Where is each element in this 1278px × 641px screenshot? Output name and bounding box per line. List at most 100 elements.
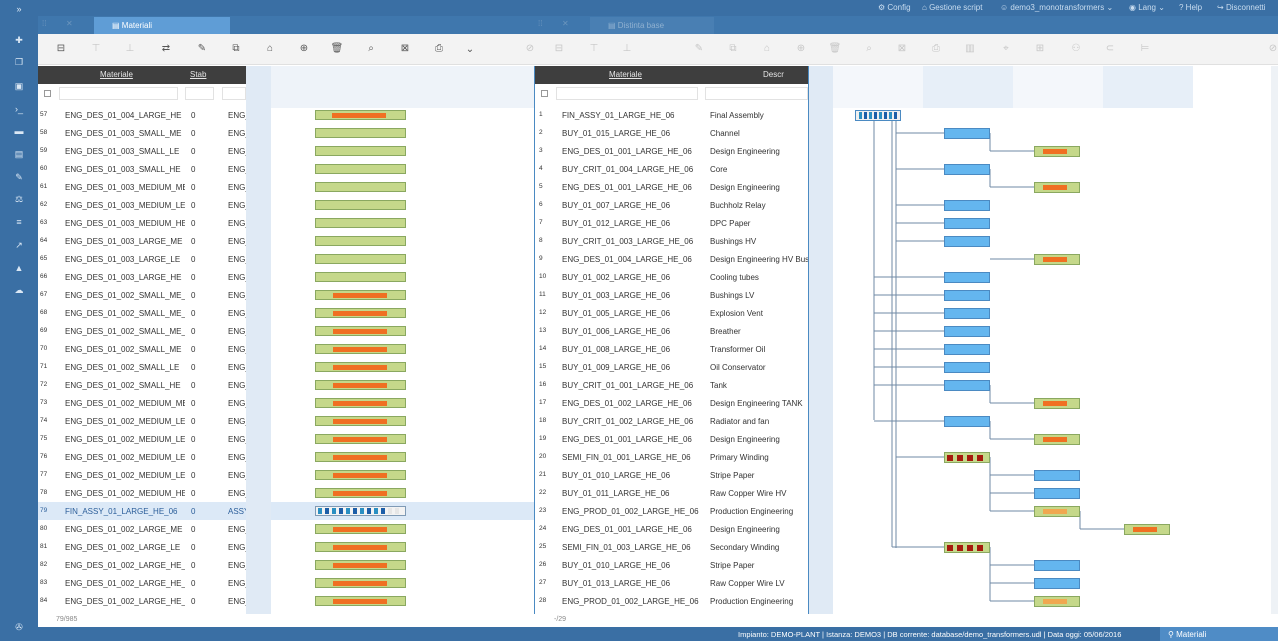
warning-icon[interactable]: ▲ — [14, 263, 24, 273]
materiale-filter-input-2[interactable] — [556, 87, 698, 100]
filter-clear-icon[interactable]: ⊥ — [125, 43, 135, 54]
material-timeline-bar[interactable] — [315, 128, 406, 138]
material-timeline-bar[interactable] — [315, 578, 406, 588]
bom-row[interactable]: 3 ENG_DES_01_001_LARGE_HE_06 Design Engine… — [535, 142, 808, 160]
gantt-node[interactable] — [944, 164, 990, 175]
gantt-root-node[interactable] — [855, 110, 901, 121]
add-record-icon[interactable]: ⊕ — [299, 43, 309, 54]
select-all-checkbox[interactable] — [44, 90, 51, 97]
filter-icon-2[interactable]: ⊤ — [589, 43, 599, 54]
gantt-node[interactable] — [944, 452, 990, 463]
bom-row[interactable]: 5 ENG_DES_01_001_LARGE_HE_06 Design Engine… — [535, 178, 808, 196]
add-record-icon-2[interactable]: ⊕ — [796, 43, 806, 54]
balance-icon[interactable]: ⚖ — [14, 193, 24, 204]
gantt-node[interactable] — [944, 272, 990, 283]
col-descr-header[interactable]: Descr — [763, 70, 784, 79]
cloud-icon[interactable]: ☁ — [14, 284, 24, 295]
terminal-icon[interactable]: ›_ — [14, 104, 23, 114]
table-row[interactable]: 73 ENG_DES_01_002_MEDIUM_ME 0 ENG_ — [38, 394, 534, 412]
material-timeline-bar[interactable] — [315, 362, 406, 372]
table-row[interactable]: 63 ENG_DES_01_003_MEDIUM_HE 0 ENG_ — [38, 214, 534, 232]
gantt-node[interactable] — [1034, 488, 1080, 499]
link-icon[interactable]: ⊂ — [1105, 43, 1115, 54]
table-row[interactable]: 64 ENG_DES_01_003_LARGE_ME 0 ENG_ — [38, 232, 534, 250]
bom-row[interactable]: 4 BUY_CRIT_01_004_LARGE_HE_06 Core — [535, 160, 808, 178]
extra-filter-input[interactable] — [222, 87, 246, 100]
search-icon[interactable]: ⌕ — [368, 43, 374, 54]
table-row[interactable]: 72 ENG_DES_01_002_SMALL_HE 0 ENG_ — [38, 376, 534, 394]
gantt-node[interactable] — [1034, 560, 1080, 571]
people-icon[interactable]: ⚇ — [1071, 43, 1081, 54]
bom-row[interactable]: 16 BUY_CRIT_01_001_LARGE_HE_06 Tank — [535, 376, 808, 394]
gantt-node[interactable] — [1034, 470, 1080, 481]
material-timeline-bar[interactable] — [315, 290, 406, 300]
select-all-checkbox-2[interactable] — [541, 90, 548, 97]
table-row[interactable]: 71 ENG_DES_01_002_SMALL_LE 0 ENG_ — [38, 358, 534, 376]
bom-row[interactable]: 15 BUY_01_009_LARGE_HE_06 Oil Conservator — [535, 358, 808, 376]
excel-icon[interactable]: ⊠ — [400, 43, 410, 54]
table-row[interactable]: 65 ENG_DES_01_003_LARGE_LE 0 ENG_ — [38, 250, 534, 268]
table-row[interactable]: 84 ENG_DES_01_002_LARGE_HE_06 0 ENG_ — [38, 592, 534, 610]
material-timeline-bar[interactable] — [315, 182, 406, 192]
table-row[interactable]: 59 ENG_DES_01_003_SMALL_LE 0 ENG_ — [38, 142, 534, 160]
folder-icon[interactable]: ▬ — [14, 126, 24, 136]
gantt-node[interactable] — [944, 200, 990, 211]
table-row[interactable]: 58 ENG_DES_01_003_SMALL_ME 0 ENG_ — [38, 124, 534, 142]
material-timeline-bar[interactable] — [315, 110, 406, 120]
bom-row[interactable]: 24 ENG_DES_01_001_LARGE_HE_06 Design Engin… — [535, 520, 808, 538]
bom-row[interactable]: 11 BUY_01_003_LARGE_HE_06 Bushings LV — [535, 286, 808, 304]
chart-icon[interactable]: ↗ — [15, 239, 23, 250]
duplicate-icon-2[interactable]: ⧉ — [729, 43, 737, 54]
bom-row[interactable]: 12 BUY_01_005_LARGE_HE_06 Explosion Vent — [535, 304, 808, 322]
tab-close-icon[interactable]: ✕ — [66, 19, 73, 28]
col-materiale-header-2[interactable]: Materiale — [609, 70, 642, 79]
panel-toggle-icon-2[interactable]: ⊘ — [1268, 43, 1278, 54]
left-splitter[interactable] — [246, 66, 271, 614]
chart-view-icon[interactable]: ▥ — [965, 43, 975, 54]
tab-pin-icon[interactable]: ⁞⁞ — [42, 19, 47, 28]
gantt-node[interactable] — [944, 344, 990, 355]
user-menu[interactable]: ☺ demo3_monotransformers ⌄ — [1000, 3, 1114, 12]
tab-distinta-base[interactable]: ▤ Distinta base — [590, 17, 714, 34]
bom-row[interactable]: 21 BUY_01_010_LARGE_HE_06 Stripe Paper — [535, 466, 808, 484]
material-timeline-bar[interactable] — [315, 506, 406, 516]
tab-materiali[interactable]: ▤ Materiali — [94, 17, 230, 34]
table-row[interactable]: 68 ENG_DES_01_002_SMALL_ME_02 0 ENG_ — [38, 304, 534, 322]
filter-icon[interactable]: ⊤ — [91, 43, 101, 54]
bom-row[interactable]: 20 SEMI_FIN_01_001_LARGE_HE_06 Primary Win… — [535, 448, 808, 466]
bom-row[interactable]: 27 BUY_01_013_LARGE_HE_06 Raw Copper Wire … — [535, 574, 808, 592]
material-timeline-bar[interactable] — [315, 344, 406, 354]
active-window-tab[interactable]: ⚲ Materiali — [1160, 627, 1278, 641]
bom-row[interactable]: 7 BUY_01_012_LARGE_HE_06 DPC Paper — [535, 214, 808, 232]
gantt-node[interactable] — [944, 218, 990, 229]
bom-row[interactable]: 1 FIN_ASSY_01_LARGE_HE_06 Final Assembly — [535, 106, 808, 124]
right-splitter[interactable] — [808, 66, 833, 614]
gantt-node[interactable] — [1034, 182, 1080, 193]
material-timeline-bar[interactable] — [315, 524, 406, 534]
material-timeline-bar[interactable] — [315, 452, 406, 462]
gantt-node[interactable] — [1124, 524, 1170, 535]
material-timeline-bar[interactable] — [315, 218, 406, 228]
table-row[interactable]: 83 ENG_DES_01_002_LARGE_HE_07 0 ENG_ — [38, 574, 534, 592]
excel-icon-2[interactable]: ⊠ — [897, 43, 907, 54]
bom-row[interactable]: 18 BUY_CRIT_01_002_LARGE_HE_06 Radiator an… — [535, 412, 808, 430]
gestione-script-link[interactable]: ⌂ Gestione script — [922, 3, 983, 12]
gantt-node[interactable] — [944, 308, 990, 319]
save-icon[interactable]: ▣ — [14, 80, 24, 91]
table-row[interactable]: 81 ENG_DES_01_002_LARGE_LE 0 ENG_ — [38, 538, 534, 556]
table-row[interactable]: 70 ENG_DES_01_002_SMALL_ME 0 ENG_ — [38, 340, 534, 358]
export-icon[interactable]: ⊟ — [56, 43, 66, 54]
table-row[interactable]: 61 ENG_DES_01_003_MEDIUM_ME 0 ENG_ — [38, 178, 534, 196]
table-row[interactable]: 60 ENG_DES_01_003_SMALL_HE 0 ENG_ — [38, 160, 534, 178]
gantt-node[interactable] — [944, 236, 990, 247]
lang-menu[interactable]: ◉ Lang ⌄ — [1129, 3, 1165, 12]
gantt-node[interactable] — [1034, 578, 1080, 589]
gantt-node[interactable] — [944, 542, 990, 553]
gantt-node[interactable] — [944, 362, 990, 373]
group-icon[interactable]: ⊞ — [1035, 43, 1045, 54]
table-row[interactable]: 69 ENG_DES_01_002_SMALL_ME_01 0 ENG_ — [38, 322, 534, 340]
tree-icon[interactable]: ⊨ — [1140, 43, 1150, 54]
bom-row[interactable]: 6 BUY_01_007_LARGE_HE_06 Buchholz Relay — [535, 196, 808, 214]
edit-record-icon[interactable]: ✎ — [197, 43, 207, 54]
add-icon[interactable]: ✚ — [15, 34, 23, 45]
